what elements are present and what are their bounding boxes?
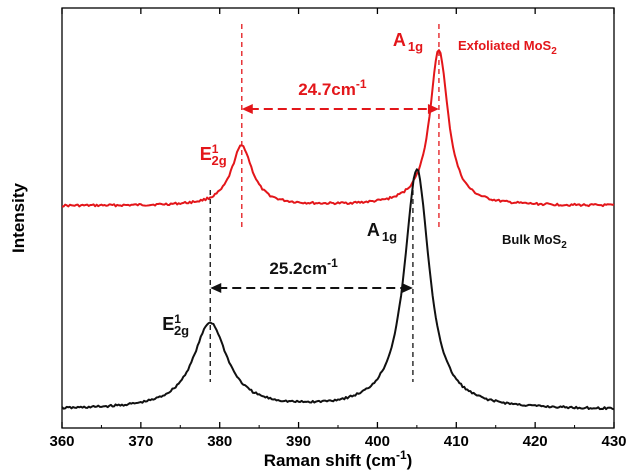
peak-label-base-0: E [200,144,212,164]
legend-bulk-base: Bulk MoS [502,232,562,247]
x-axis-title-close: ) [407,451,413,470]
x-tick-label-6: 420 [523,433,548,450]
legend-exfoliated: Exfoliated MoS2 [458,38,557,57]
x-tick-label-2: 380 [207,433,232,450]
shift-arrow-head-right-0 [427,104,439,114]
x-tick-label-7: 430 [601,433,626,450]
peak-label-sup-0: 1 [212,142,219,156]
legend-bulk: Bulk MoS2 [502,232,567,251]
shift-label-1: 25.2cm-1 [269,256,338,278]
x-tick-label-1: 370 [128,433,153,450]
x-axis-title-sup: -1 [396,448,407,462]
x-tick-label-4: 400 [365,433,390,450]
shift-arrow-head-left-0 [241,104,253,114]
peak-label-sub-1: 1g [408,39,423,54]
peak-label-base-2: E [162,314,174,334]
peak-label-2: E1 2g [162,312,189,338]
peak-label-0: E1 2g [200,142,227,168]
shift-arrow-head-right-1 [401,283,413,293]
peak-label-base-3: A [367,220,380,240]
shift-label-0: 24.7cm-1 [298,77,367,99]
series-line-1 [61,168,615,411]
peak-label-sub-3: 1g [382,229,397,244]
legend-exfoliated-base: Exfoliated MoS [458,38,552,53]
series-layer [61,49,615,411]
x-tick-label-3: 390 [286,433,311,450]
x-axis-title: Raman shift (cm-1) [264,448,413,470]
x-tick-label-0: 360 [49,433,74,450]
x-tick-label-5: 410 [444,433,469,450]
peak-label-sub-2: 2g [174,323,189,338]
shift-label-value-1: 25.2cm [269,259,327,278]
series-line-0 [61,49,615,208]
peak-label-1: A 1g [393,30,423,54]
peak-label-base-1: A [393,30,406,50]
legend-exfoliated-sub: 2 [551,46,557,57]
x-axis-title-base: Raman shift (cm [264,451,396,470]
shift-arrow-head-left-1 [210,283,222,293]
x-axis-ticks: 360 370 380 390 400 410 420 430 [49,8,627,450]
shift-label-sup-1: -1 [327,256,338,270]
y-axis-title: Intensity [9,183,28,253]
peak-label-sup-2: 1 [174,312,181,326]
shift-label-value-0: 24.7cm [298,80,356,99]
peak-label-sub-0: 2g [211,153,226,168]
shift-label-sup-0: -1 [356,77,367,91]
peak-label-3: A 1g [367,220,397,244]
legend-bulk-sub: 2 [561,240,567,251]
plot-frame [61,7,615,429]
